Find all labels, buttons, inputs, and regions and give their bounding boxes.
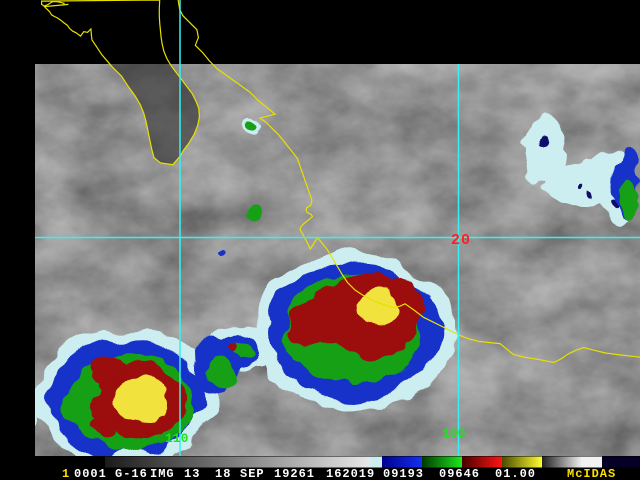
svg-text:20: 20 <box>451 232 471 249</box>
svg-text:100: 100 <box>442 426 466 441</box>
svg-text:110: 110 <box>165 431 189 446</box>
